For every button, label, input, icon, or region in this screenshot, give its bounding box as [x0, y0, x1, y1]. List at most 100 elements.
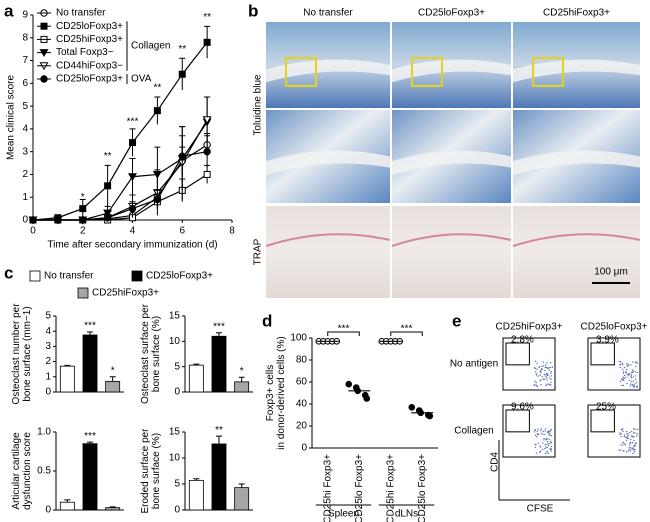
event-dot — [622, 376, 624, 378]
event-dot — [625, 451, 628, 453]
event-dot — [630, 364, 632, 366]
significance: *** — [338, 324, 350, 335]
y-tick-label: 0.5 — [37, 466, 51, 477]
event-dot — [624, 444, 626, 446]
event-dot — [539, 451, 541, 454]
event-dot — [541, 376, 544, 378]
error-bar — [216, 435, 222, 444]
tissue — [265, 233, 391, 247]
event-dot — [536, 430, 539, 433]
x-tick-label: 8 — [229, 226, 235, 237]
marker — [29, 216, 37, 224]
gate — [590, 342, 615, 366]
event-dot — [542, 361, 544, 363]
event-dot — [626, 368, 628, 371]
event-dot — [620, 449, 622, 451]
event-dot — [545, 377, 548, 379]
event-dot — [539, 450, 542, 453]
marker — [104, 182, 112, 190]
event-dot — [627, 437, 629, 439]
event-dot — [547, 452, 549, 455]
event-dot — [621, 384, 623, 387]
bar — [105, 380, 121, 393]
x-tick-label: CD25lo Foxp3+ — [354, 454, 365, 522]
bar — [59, 365, 75, 393]
error-bar — [87, 331, 93, 335]
event-dot — [635, 378, 637, 380]
x-tick-label: 0 — [30, 226, 36, 237]
tissue — [513, 59, 640, 83]
gate-label: 9.6% — [511, 402, 534, 413]
event-dot — [632, 380, 635, 382]
event-dot — [540, 369, 542, 372]
y-tick-label: 15 — [169, 311, 181, 322]
event-dot — [535, 373, 538, 375]
event-dot — [542, 442, 544, 444]
y-tick-label: 1 — [45, 371, 51, 382]
event-dot — [620, 432, 623, 435]
marker — [129, 139, 136, 147]
event-dot — [634, 383, 636, 385]
event-dot — [636, 371, 638, 374]
event-dot — [630, 375, 632, 377]
event-dot — [534, 360, 537, 363]
event-dot — [545, 372, 548, 375]
row-label: Toluidine blue — [253, 74, 264, 136]
event-dot — [549, 372, 552, 375]
y-tick-label: 0 — [301, 443, 307, 454]
event-dot — [546, 366, 548, 369]
event-dot — [545, 384, 547, 387]
event-dot — [540, 429, 542, 432]
gate-label: 2.8% — [511, 335, 534, 346]
event-dot — [543, 378, 546, 380]
y-tick-label: 5 — [45, 311, 51, 322]
event-dot — [550, 362, 552, 364]
significance: *** — [84, 431, 96, 442]
event-dot — [631, 436, 633, 438]
y-tick-label: 0 — [45, 505, 51, 516]
x-tick-label: CD25hi Foxp3+ — [385, 454, 396, 522]
event-dot — [622, 430, 624, 433]
event-dot — [550, 378, 552, 381]
event-dot — [540, 428, 543, 430]
event-dot — [548, 433, 550, 436]
event-dot — [537, 428, 539, 430]
gate — [505, 409, 530, 433]
significance: * — [111, 365, 115, 376]
legend-label: No transfer — [44, 271, 94, 282]
event-dot — [636, 381, 638, 383]
event-dot — [625, 439, 628, 441]
event-dot — [633, 428, 635, 430]
event-dot — [622, 368, 624, 371]
histology-image — [513, 206, 640, 298]
legend-group: OVA — [131, 74, 152, 85]
marker — [79, 216, 87, 224]
event-dot — [634, 361, 637, 364]
event-dot — [544, 430, 546, 432]
event-dot — [534, 380, 536, 383]
event-dot — [629, 446, 632, 449]
significance-bracket — [327, 331, 360, 336]
event-dot — [550, 445, 553, 448]
y-tick-label: 60 — [296, 377, 308, 388]
y-tick-label: 4 — [45, 326, 51, 337]
event-dot — [535, 384, 537, 386]
event-dot — [544, 433, 546, 436]
event-dot — [630, 371, 632, 374]
event-dot — [626, 432, 628, 435]
event-dot — [621, 364, 624, 366]
event-dot — [634, 444, 636, 446]
y-tick-label: 9 — [22, 10, 28, 21]
event-dot — [549, 430, 551, 433]
legend-label: No transfer — [56, 8, 106, 19]
event-dot — [626, 365, 629, 367]
legend-swatch — [29, 270, 41, 282]
event-dot — [550, 441, 553, 444]
marker — [203, 38, 211, 46]
event-dot — [633, 439, 635, 442]
event-dot — [546, 437, 548, 440]
x-tick-label: 2 — [80, 226, 86, 237]
event-dot — [547, 444, 550, 447]
x-tick-label: CD25hi Foxp3+ — [322, 454, 333, 522]
event-dot — [622, 379, 624, 381]
